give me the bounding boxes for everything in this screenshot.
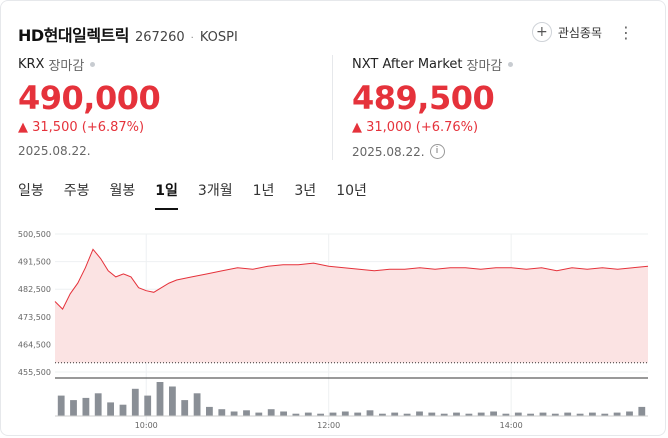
- volume-bar: [477, 412, 485, 416]
- volume-bar: [551, 413, 559, 416]
- volume-bar: [193, 393, 201, 416]
- price-line: [54, 248, 649, 310]
- nxt-panel: NXT After Market 장마감 489,500 ▲ 31,000 (+…: [352, 55, 514, 159]
- volume-bar: [82, 397, 90, 416]
- price-area: [55, 249, 648, 363]
- volume-bar: [514, 412, 522, 416]
- volume-bar: [292, 413, 300, 416]
- volume-bar: [453, 412, 460, 416]
- info-circle-icon[interactable]: i: [429, 144, 445, 159]
- krx-price: 490,000: [18, 79, 161, 117]
- volume-bar: [70, 400, 77, 416]
- x-tick-label: 10:00: [135, 421, 158, 430]
- tab-1[interactable]: 주봉: [63, 183, 90, 199]
- volume-bar: [329, 412, 337, 416]
- volume-bar: [626, 411, 633, 416]
- volume-bar: [354, 412, 362, 416]
- vertical-ellipsis-icon[interactable]: ⋮: [618, 22, 634, 42]
- nxt-date: 2025.08.22. i: [352, 144, 513, 159]
- krx-label: KRX: [18, 57, 45, 72]
- status-dot-icon: [90, 62, 96, 67]
- volume-bar: [218, 409, 226, 416]
- volume-bar: [267, 409, 275, 416]
- y-tick-label: 464,500: [18, 340, 51, 349]
- volume-bar: [366, 410, 374, 416]
- status-dot-icon: [508, 62, 514, 67]
- y-tick-label: 455,500: [18, 368, 51, 377]
- volume-bar: [57, 395, 65, 416]
- tab-3[interactable]: 1일: [155, 180, 178, 210]
- volume-bar: [638, 406, 646, 416]
- volume-bar: [440, 413, 448, 416]
- volume-bar: [144, 395, 152, 416]
- volume-bar: [601, 413, 609, 416]
- y-tick-label: 482,500: [18, 285, 51, 294]
- period-tabs: 일봉 주봉 월봉 1일 3개월 1년 3년 10년: [18, 180, 387, 210]
- volume-bar: [119, 404, 127, 416]
- y-tick-label: 473,500: [18, 313, 51, 322]
- krx-date: 2025.08.22.: [18, 144, 160, 158]
- krx-date-text: 2025.08.22.: [18, 144, 91, 158]
- tab-0[interactable]: 일봉: [18, 183, 44, 199]
- market-name: KOSPI: [199, 30, 238, 45]
- nxt-label: NXT After Market: [352, 57, 463, 72]
- tab-6[interactable]: 3년: [294, 183, 317, 199]
- volume-bar: [589, 412, 596, 416]
- tab-5[interactable]: 1년: [252, 183, 275, 199]
- y-tick-label: 491,500: [18, 258, 51, 267]
- volume-bar: [156, 382, 164, 416]
- volume-bar: [94, 393, 102, 416]
- nxt-date-text: 2025.08.22.: [352, 144, 425, 159]
- krx-label-row: KRX 장마감: [18, 55, 160, 74]
- volume-bar: [131, 388, 139, 416]
- volume-bar: [181, 400, 189, 416]
- nxt-status: 장마감: [466, 59, 503, 74]
- header-separator: ·: [190, 33, 194, 44]
- volume-bar: [107, 402, 114, 416]
- volume-bar: [391, 412, 399, 416]
- price-chart[interactable]: 500,500 491,500 482,500 473,500 464,500 455,5…: [0, 222, 668, 438]
- volume-bar: [490, 411, 497, 416]
- stock-header: HD현대일렉트릭 267260 · KOSPI: [18, 22, 238, 46]
- volume-bar: [416, 411, 423, 416]
- plus-circle-icon: +: [531, 22, 552, 42]
- volume-bar: [465, 413, 473, 416]
- y-tick-label: 500,500: [18, 230, 51, 239]
- stock-name[interactable]: HD현대일렉트릭: [18, 26, 130, 45]
- volume-bar: [280, 411, 287, 416]
- x-tick-label: 12:00: [317, 421, 340, 430]
- volume-bar: [403, 413, 411, 416]
- volume-bar: [304, 412, 312, 416]
- tab-7[interactable]: 10년: [336, 183, 367, 199]
- nxt-price: 489,500: [352, 79, 495, 117]
- stock-code: 267260: [135, 30, 185, 45]
- volume-bar: [341, 411, 349, 416]
- krx-panel: KRX 장마감 490,000 ▲ 31,500 (+6.87%) 2025.0…: [18, 55, 161, 158]
- volume-bar: [613, 412, 621, 416]
- tab-4[interactable]: 3개월: [197, 183, 233, 199]
- favorite-label: 관심종목: [557, 25, 602, 40]
- volume-bar: [576, 413, 584, 416]
- volume-bar: [317, 413, 324, 416]
- volume-bar: [243, 410, 250, 416]
- krx-status: 장마감: [48, 59, 85, 74]
- krx-change: ▲ 31,500 (+6.87%): [18, 120, 145, 135]
- volume-bar: [539, 412, 547, 416]
- volume-bar: [206, 406, 213, 416]
- volume-bar: [564, 412, 572, 416]
- volume-bar: [379, 413, 386, 416]
- volume-bar: [230, 411, 238, 416]
- volume-bar: [169, 386, 176, 416]
- nxt-change: ▲ 31,000 (+6.76%): [352, 120, 479, 135]
- volume-bar: [502, 413, 510, 416]
- panel-divider: [332, 55, 333, 160]
- x-tick-label: 14:00: [500, 421, 523, 430]
- tab-2[interactable]: 월봉: [109, 183, 136, 199]
- nxt-label-row: NXT After Market 장마감: [352, 55, 514, 74]
- volume-bar: [428, 412, 436, 416]
- volume-bar: [527, 413, 534, 416]
- favorite-button[interactable]: + 관심종목 ⋮: [531, 22, 634, 42]
- volume-bar: [255, 412, 263, 416]
